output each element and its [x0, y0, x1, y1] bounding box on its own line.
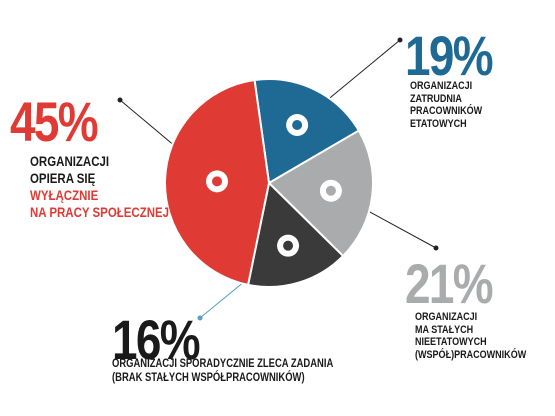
description-blue-line: ZATRUDNIA	[410, 92, 462, 105]
description-red-highlight-line: NA PRACY SPOŁECZNEJ	[30, 204, 170, 220]
slice-marker-core-blue	[292, 119, 303, 130]
pie-slice-blue	[253, 78, 361, 185]
percent-label-dark: 16%	[112, 308, 201, 371]
description-blue: ORGANIZACJI ZATRUDNIA PRACOWNIKÓW ETATOW…	[410, 80, 482, 130]
slice-marker-core-red	[212, 176, 223, 187]
description-blue-line: ORGANIZACJI	[410, 80, 473, 92]
description-blue-line: ETATOWYCH	[410, 117, 467, 130]
description-gray: ORGANIZACJI MA STAŁYCH NIEETATOWYCH (WSP…	[415, 311, 526, 361]
pie-slice-dark	[246, 180, 345, 288]
description-gray-line: MA STAŁYCH	[415, 323, 474, 336]
slice-marker-core-dark	[283, 240, 294, 251]
description-dark-line: (BRAK STAŁYCH WSPÓŁPRACOWNIKÓW)	[112, 372, 305, 384]
percent-label-blue: 19%	[405, 24, 494, 87]
connector-dot-red	[117, 97, 123, 103]
connector-dot-dark	[197, 315, 203, 321]
connector-dot-gray	[433, 245, 439, 251]
percent-label-red: 45%	[10, 90, 99, 153]
description-gray-line: NIEETATOWYCH	[415, 336, 487, 348]
description-dark: ORGANIZACJI SPORADYCZNIE ZLECA ZADANIA (…	[112, 357, 333, 385]
percent-label-gray: 21%	[405, 252, 494, 315]
description-blue-line: PRACOWNIKÓW	[410, 105, 483, 117]
slice-markers	[206, 113, 342, 257]
connector-dot-blue	[397, 37, 403, 43]
description-gray-line: (WSPÓŁ)PRACOWNIKÓW	[415, 348, 527, 361]
description-red-highlight-line: WYŁĄCZNIE	[30, 187, 99, 203]
pie-slices	[164, 78, 374, 288]
description-gray-line: ORGANIZACJI	[415, 311, 478, 323]
slice-marker-core-gray	[325, 185, 336, 196]
description-red-line: ORGANIZACJI	[30, 153, 110, 169]
description-dark-line: ORGANIZACJI SPORADYCZNIE ZLECA ZADANIA	[112, 358, 334, 370]
description-red: ORGANIZACJI OPIERA SIĘ WYŁĄCZNIE NA PRAC…	[30, 153, 169, 221]
description-red-line: OPIERA SIĘ	[30, 170, 96, 186]
